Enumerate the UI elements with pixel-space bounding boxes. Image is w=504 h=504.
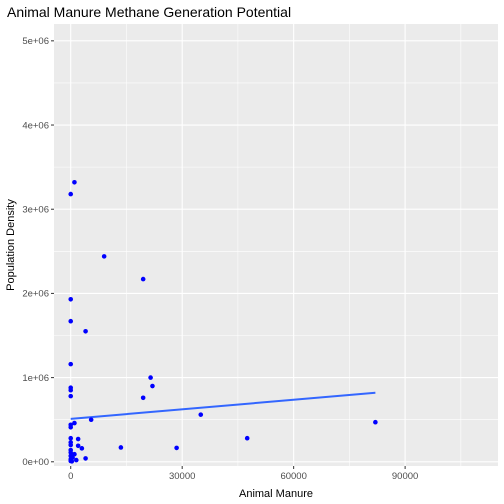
- data-point: [148, 375, 153, 380]
- data-point: [68, 361, 74, 367]
- data-point: [244, 435, 250, 441]
- data-point: [68, 387, 74, 393]
- x-tick-label: 30000: [169, 471, 195, 482]
- data-point: [75, 436, 81, 442]
- data-point: [101, 254, 107, 259]
- fit-line: [70, 391, 376, 420]
- data-point: [72, 451, 77, 457]
- data-point: [83, 456, 88, 461]
- data-point: [174, 445, 179, 451]
- data-point: [140, 395, 146, 401]
- data-point: [88, 417, 94, 422]
- x-tick-label: 90000: [392, 471, 418, 482]
- fit-line-layer: [70, 391, 376, 420]
- y-tick-label: 2e+06: [22, 289, 49, 300]
- data-point: [198, 412, 204, 417]
- data-point: [75, 443, 81, 449]
- y-axis: 0e+00 1e+06 2e+06 3e+06 4e+06 5e+06: [22, 36, 54, 468]
- data-point: [68, 297, 74, 302]
- data-point: [118, 445, 124, 450]
- y-tick-label: 3e+06: [22, 205, 49, 216]
- data-point: [69, 459, 75, 464]
- y-tick-label: 0e+00: [22, 457, 49, 468]
- data-point: [140, 276, 146, 282]
- plot-panel: [54, 24, 498, 466]
- data-point: [83, 328, 88, 334]
- data-point: [72, 179, 77, 185]
- data-point: [68, 442, 74, 448]
- data-point: [68, 424, 74, 430]
- data-point: [68, 435, 74, 441]
- data-point: [68, 450, 74, 455]
- x-axis-title: Animal Manure: [239, 488, 313, 500]
- y-axis-title: Population Density: [5, 199, 17, 291]
- data-point: [79, 446, 85, 451]
- data-point: [72, 420, 77, 426]
- chart-title: Animal Manure Methane Generation Potenti…: [7, 4, 291, 20]
- x-tick-label: 60000: [280, 471, 306, 482]
- data-point: [373, 419, 378, 425]
- data-point: [68, 318, 74, 324]
- x-axis: 0 30000 60000 90000: [68, 466, 418, 482]
- minor-gridlines: [54, 24, 498, 466]
- y-tick-label: 5e+06: [22, 36, 49, 47]
- data-point: [73, 457, 79, 463]
- x-tick-label: 0: [68, 471, 73, 482]
- data-point: [68, 393, 74, 399]
- y-tick-label: 1e+06: [22, 373, 49, 384]
- y-tick-label: 4e+06: [22, 120, 49, 131]
- data-points: [68, 179, 378, 464]
- data-point: [68, 191, 74, 197]
- major-gridlines: [54, 24, 498, 466]
- data-point: [150, 383, 155, 389]
